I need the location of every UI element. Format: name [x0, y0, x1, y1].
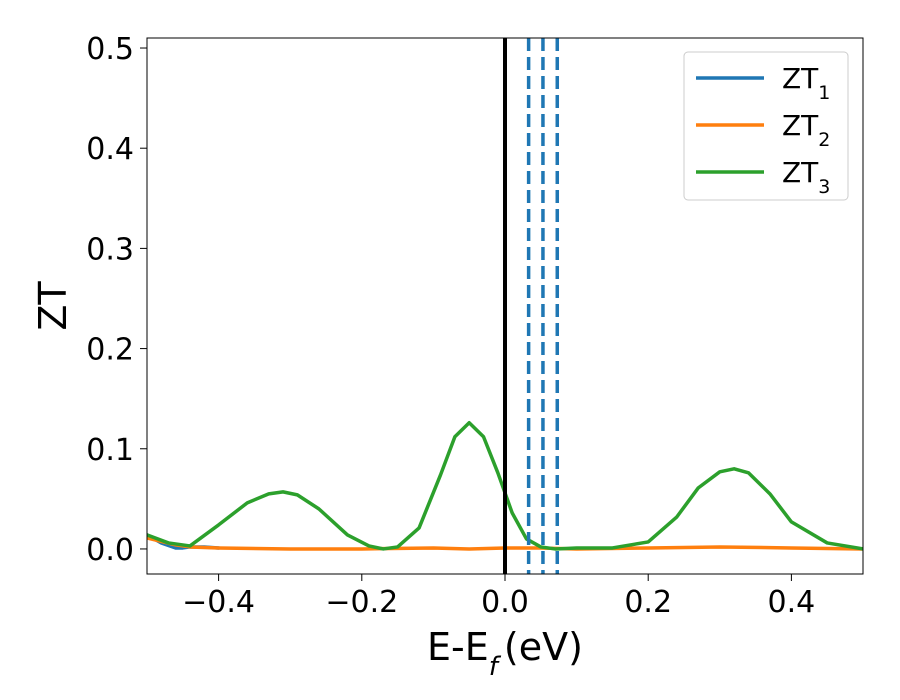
x-tick-label: −0.4 — [182, 585, 255, 620]
x-tick-label: 0.4 — [768, 585, 816, 620]
x-tick-label: 0.2 — [624, 585, 672, 620]
legend: ZT1 ZT2 ZT3 — [683, 51, 849, 201]
y-axis-label: ZT — [31, 281, 75, 331]
x-tick-label: 0.0 — [481, 585, 529, 620]
y-tick-label: 0.2 — [86, 333, 134, 368]
series-line-zt2 — [147, 536, 863, 551]
y-tick-label: 0.3 — [86, 232, 134, 267]
x-axis-label-subscript: f — [489, 652, 502, 682]
x-axis-label-unit: (eV) — [504, 625, 583, 669]
x-tick-label: −0.2 — [325, 585, 398, 620]
legend-label-zt1: ZT1 — [782, 62, 830, 104]
y-tick-label: 0.4 — [86, 132, 134, 167]
y-axis-ticks: 0.0 0.1 0.2 0.3 0.4 0.5 — [86, 32, 147, 568]
legend-label-zt3: ZT3 — [782, 156, 830, 198]
y-tick-label: 0.0 — [86, 533, 134, 568]
series-layer — [147, 420, 863, 551]
y-tick-label: 0.1 — [86, 433, 134, 468]
series-line-zt3 — [147, 420, 863, 551]
vertical-lines — [503, 38, 560, 574]
y-tick-label: 0.5 — [86, 32, 134, 67]
legend-label-zt2: ZT2 — [782, 109, 830, 151]
legend-frame — [683, 51, 849, 201]
x-axis-label: E-Ef (eV) — [427, 625, 583, 682]
x-axis-ticks: −0.4 −0.2 0.0 0.2 0.4 — [182, 574, 815, 620]
